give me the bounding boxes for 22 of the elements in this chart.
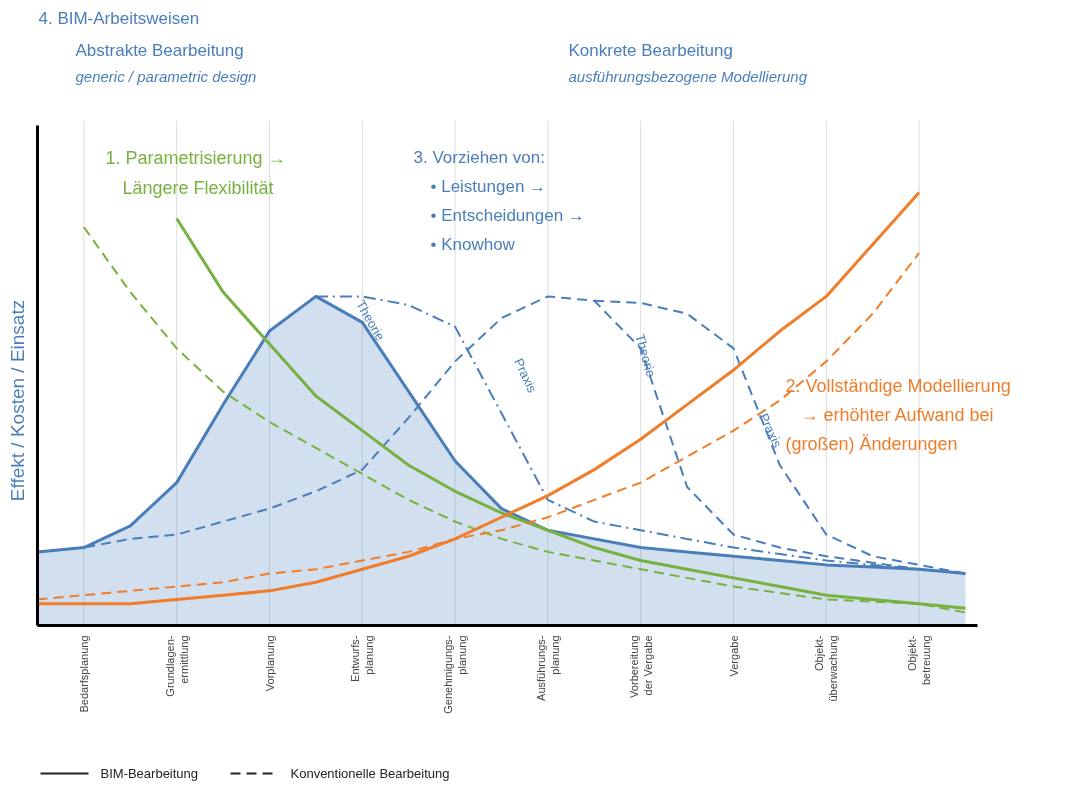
x-tick-label: Vergabe: [727, 635, 740, 677]
annotation: 1. Parametrisierung → Längere Flexibilität: [105, 147, 286, 198]
x-tick-label: Objekt- überwachung: [813, 635, 840, 702]
x-tick-label: Bedarfsplanung: [77, 635, 90, 713]
text: Konkrete Bearbeitung: [568, 41, 733, 60]
x-tick-label: Vorplanung: [263, 635, 276, 692]
x-tick-label: Entwurfs- planung: [349, 635, 376, 682]
annotation: 2. Vollständige Modellierung → erhöhter Aufwand bei (großen) Änderungen: [785, 375, 1011, 454]
text: generic / parametric design: [75, 68, 257, 85]
annotation: Praxis: [511, 355, 541, 396]
text: BIM-Bearbeitung: [100, 766, 199, 781]
text: Abstrakte Bearbeitung: [75, 41, 244, 60]
x-tick-label: Objekt- betreuung: [906, 635, 933, 686]
x-tick-label: Genehmigungs- planung: [442, 635, 469, 714]
x-tick-label: Ausführungs- planung: [534, 635, 561, 701]
x-tick-label: Grundlagen- ermittlung: [163, 635, 190, 697]
annotation: 3. Vorziehen von: • Leistungen → • Entscheidungen → • Knowhow: [413, 148, 585, 254]
text: 4. BIM-Arbeitsweisen: [38, 9, 200, 28]
text: ausführungsbezogene Modellierung: [568, 68, 808, 85]
x-tick-label: Vorbereitung der Vergabe: [627, 635, 654, 698]
text: Konventionelle Bearbeitung: [290, 766, 450, 781]
y-axis-title: Effekt / Kosten / Einsatz: [7, 299, 28, 502]
